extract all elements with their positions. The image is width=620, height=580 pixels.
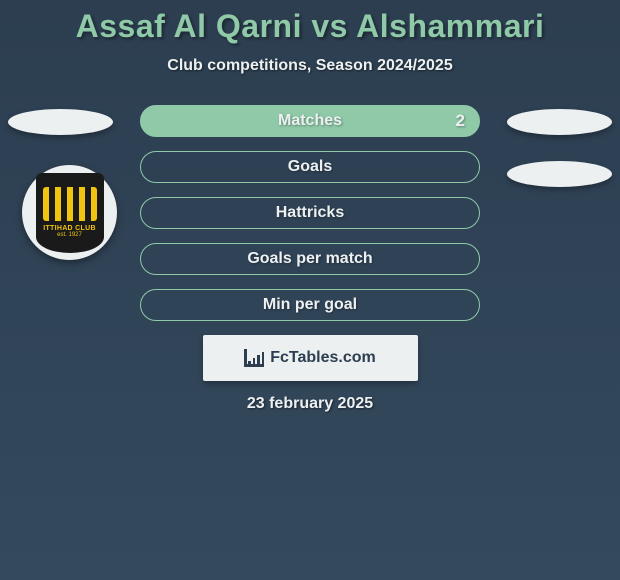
stat-row-hattricks: Hattricks bbox=[140, 197, 480, 229]
stats-area: ITTIHAD CLUB est. 1927 Matches 2 Goals H… bbox=[0, 105, 620, 413]
club-badge-stripes bbox=[43, 187, 97, 221]
stat-value: 2 bbox=[456, 111, 465, 131]
stat-label: Goals per match bbox=[247, 250, 372, 268]
stat-row-matches: Matches 2 bbox=[140, 105, 480, 137]
page-title: Assaf Al Qarni vs Alshammari bbox=[0, 8, 620, 45]
brand-box[interactable]: FcTables.com bbox=[203, 335, 418, 381]
stat-rows: Matches 2 Goals Hattricks Goals per matc… bbox=[140, 105, 480, 321]
stat-label: Goals bbox=[288, 158, 332, 176]
club-badge-shield: ITTIHAD CLUB est. 1927 bbox=[36, 173, 104, 253]
player-right-placeholder-2 bbox=[507, 161, 612, 187]
page-subtitle: Club competitions, Season 2024/2025 bbox=[0, 57, 620, 75]
bar-chart-icon bbox=[244, 349, 264, 367]
stat-row-goals-per-match: Goals per match bbox=[140, 243, 480, 275]
stat-label: Hattricks bbox=[276, 204, 344, 222]
stat-label: Matches bbox=[278, 112, 342, 130]
player-left-placeholder-1 bbox=[8, 109, 113, 135]
club-badge-year: est. 1927 bbox=[57, 232, 82, 238]
stat-label: Min per goal bbox=[263, 296, 357, 314]
footer-date: 23 february 2025 bbox=[0, 395, 620, 413]
club-badge: ITTIHAD CLUB est. 1927 bbox=[22, 165, 117, 260]
player-right-placeholder-1 bbox=[507, 109, 612, 135]
stat-row-min-per-goal: Min per goal bbox=[140, 289, 480, 321]
stat-row-goals: Goals bbox=[140, 151, 480, 183]
infographic-container: Assaf Al Qarni vs Alshammari Club compet… bbox=[0, 0, 620, 413]
brand-text: FcTables.com bbox=[270, 349, 376, 367]
club-badge-name: ITTIHAD CLUB bbox=[43, 225, 96, 232]
